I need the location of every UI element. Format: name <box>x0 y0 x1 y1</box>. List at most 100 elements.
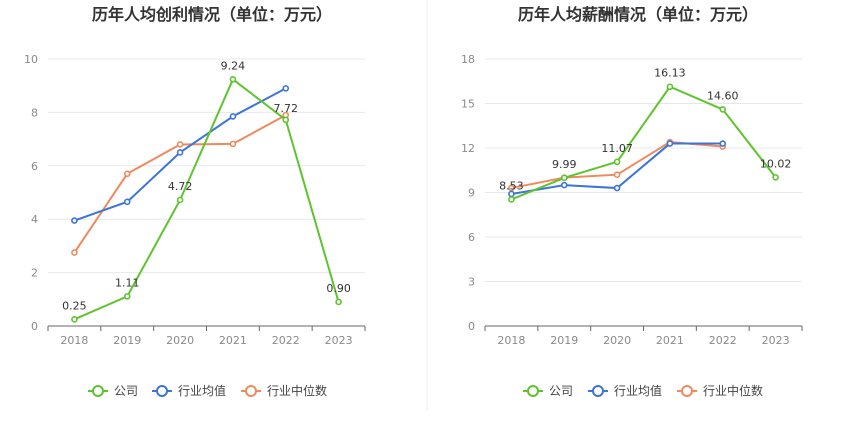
x-tick-label: 2019 <box>550 334 578 347</box>
grid-lines <box>48 58 365 274</box>
data-label: 7.72 <box>274 102 299 115</box>
y-tick-label: 2 <box>31 267 38 280</box>
data-point-company[interactable] <box>613 158 621 166</box>
x-tick-label: 2020 <box>603 334 631 347</box>
data-point-company[interactable] <box>508 196 515 203</box>
series-industry-median <box>71 111 290 256</box>
data-point-industry-avg[interactable] <box>229 113 237 120</box>
x-tick-label: 2018 <box>60 334 88 347</box>
legend-marker-industry-median <box>681 385 693 397</box>
legend-item-company[interactable]: 公司 <box>88 384 138 398</box>
data-label: 9.99 <box>552 158 577 171</box>
series-line-company <box>74 77 340 321</box>
chart-legend: 公司 行业均值 行业中位数 <box>523 383 763 398</box>
legend-item-industry-avg[interactable]: 行业均值 <box>152 383 226 398</box>
legend-marker-industry-avg <box>156 385 168 397</box>
data-point-company[interactable] <box>772 174 779 181</box>
chart-title: 历年人均创利情况（单位：万元） <box>92 5 332 24</box>
y-tick-label: 8 <box>31 106 38 119</box>
legend-label-industry-median: 行业中位数 <box>703 383 763 398</box>
legend-label-industry-avg: 行业均值 <box>178 383 226 398</box>
series-company <box>71 75 342 323</box>
x-tick-label: 2023 <box>762 334 790 347</box>
data-point-industry-avg[interactable] <box>176 149 184 156</box>
legend-marker-company <box>527 385 539 397</box>
y-tick-label: 9 <box>468 187 475 200</box>
data-point-company[interactable] <box>666 83 674 91</box>
data-point-industry-avg[interactable] <box>123 198 131 206</box>
grid-lines <box>485 58 802 282</box>
legend-marker-industry-median <box>245 385 257 397</box>
series-line-company <box>511 85 777 201</box>
data-point-company[interactable] <box>123 293 131 300</box>
data-label: 8.53 <box>499 179 524 192</box>
y-tick-label: 4 <box>31 213 38 226</box>
y-tick-label: 10 <box>24 53 38 66</box>
data-point-industry-avg[interactable] <box>71 217 78 224</box>
data-point-industry-median[interactable] <box>71 249 78 256</box>
data-label: 0.90 <box>326 282 351 295</box>
profit-per-capita-chart: 历年人均创利情况（单位：万元） 公司 行业均值 行业中位数 0 2 4 6 8 10 201… <box>24 5 366 398</box>
data-point-industry-median[interactable] <box>508 184 515 192</box>
x-tick-label: 2020 <box>166 334 194 347</box>
data-label: 16.13 <box>654 67 686 80</box>
data-label: 1.11 <box>115 276 140 289</box>
y-tick-label: 6 <box>31 160 38 173</box>
data-point-industry-avg[interactable] <box>282 85 290 92</box>
x-tick-label: 2022 <box>709 334 737 347</box>
data-point-company[interactable] <box>176 196 184 204</box>
chart-title: 历年人均薪酬情况（单位：万元） <box>518 5 758 24</box>
series-industry-avg <box>508 140 727 198</box>
series-industry-avg <box>71 85 290 224</box>
y-tick-label: 18 <box>461 53 475 66</box>
data-point-company[interactable] <box>335 298 342 306</box>
data-point-industry-median[interactable] <box>613 171 621 178</box>
y-tick-label: 6 <box>468 231 475 244</box>
legend-label-company: 公司 <box>114 384 138 398</box>
salary-per-capita-chart: 历年人均薪酬情况（单位：万元） 公司 行业均值 行业中位数 0 3 6 9 12 15 18… <box>461 5 803 398</box>
x-tick-label: 2019 <box>113 334 141 347</box>
data-label: 9.24 <box>221 59 246 72</box>
x-tick-label: 2021 <box>656 334 684 347</box>
y-tick-label: 0 <box>31 320 38 333</box>
data-label: 14.60 <box>707 89 739 102</box>
legend-label-industry-avg: 行业均值 <box>614 383 662 398</box>
data-point-industry-median[interactable] <box>123 170 131 178</box>
y-tick-label: 12 <box>461 142 475 155</box>
y-tick-label: 15 <box>461 98 475 111</box>
legend-item-industry-avg[interactable]: 行业均值 <box>588 383 662 398</box>
data-label: 4.72 <box>168 180 193 193</box>
x-tick-label: 2023 <box>325 334 353 347</box>
data-point-industry-avg[interactable] <box>666 140 674 147</box>
data-label: 0.25 <box>62 299 87 312</box>
x-tick-label: 2018 <box>497 334 525 347</box>
data-point-company[interactable] <box>229 75 237 83</box>
data-point-industry-avg[interactable] <box>719 140 727 147</box>
series-company <box>508 83 779 203</box>
data-point-company[interactable] <box>282 116 290 124</box>
legend-marker-industry-avg <box>592 385 604 397</box>
data-point-industry-median[interactable] <box>176 141 184 148</box>
data-point-company[interactable] <box>719 106 727 113</box>
y-tick-label: 3 <box>468 276 475 289</box>
data-labels: 0.25 1.11 4.72 9.24 7.72 0.90 <box>62 59 351 312</box>
x-tick-label: 2022 <box>272 334 300 347</box>
y-tick-label: 0 <box>468 320 475 333</box>
data-point-industry-avg[interactable] <box>613 184 621 192</box>
data-point-company[interactable] <box>71 316 78 323</box>
data-point-industry-median[interactable] <box>229 140 237 148</box>
data-labels: 8.53 9.99 11.07 16.13 14.60 10.02 <box>499 67 791 193</box>
x-tick-label: 2021 <box>219 334 247 347</box>
legend-label-industry-median: 行业中位数 <box>267 383 327 398</box>
legend-marker-company <box>92 385 104 397</box>
legend-item-industry-median[interactable]: 行业中位数 <box>241 383 327 398</box>
legend-item-industry-median[interactable]: 行业中位数 <box>677 383 763 398</box>
chart-legend: 公司 行业均值 行业中位数 <box>88 383 327 398</box>
data-label: 10.02 <box>760 157 792 170</box>
data-point-company[interactable] <box>560 174 568 182</box>
legend-item-company[interactable]: 公司 <box>523 384 573 398</box>
legend-label-company: 公司 <box>549 384 573 398</box>
data-point-industry-avg[interactable] <box>560 181 568 189</box>
data-label: 11.07 <box>601 142 633 155</box>
